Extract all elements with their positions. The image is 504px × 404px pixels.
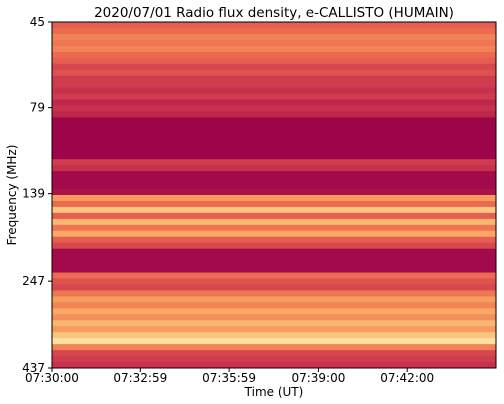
heatmap-row [52,320,496,327]
heatmap-row [52,81,496,89]
heatmap-row [52,171,496,178]
heatmap-row [52,284,496,291]
plot-frame [51,21,497,369]
heatmap-row [52,308,496,315]
heatmap-row [52,105,496,112]
heatmap-row [52,111,496,118]
y-tick-label: 79 [30,101,45,115]
heatmap-row [52,332,496,339]
heatmap-row [52,224,496,232]
heatmap-row [52,45,496,53]
heatmap-row [52,266,496,274]
heatmap-row [52,57,496,65]
heatmap-row [52,248,496,256]
chart-title: 2020/07/01 Radio flux density, e-CALLIST… [94,5,454,21]
heatmap-row [52,350,496,357]
heatmap-row [52,117,496,124]
heatmap-row [52,254,496,262]
heatmap-row [52,212,496,220]
heatmap-row [52,33,496,41]
heatmap-row [52,135,496,142]
heatmap-row [52,242,496,250]
heatmap-row [52,63,496,71]
y-tick-label: 139 [22,187,45,201]
heatmap-row [52,218,496,226]
heatmap-row [52,260,496,268]
heatmap-row [52,27,496,35]
x-axis-label: Time (UT) [244,385,304,399]
y-tick-label: 437 [22,361,45,375]
heatmap-row [52,153,496,160]
heatmap-row [52,290,496,297]
heatmap-row [52,22,496,29]
heatmap-row [52,129,496,136]
heatmap-row [52,236,496,244]
y-tick-label: 45 [30,15,45,29]
heatmap-row [52,75,496,83]
heatmap-row [52,141,496,148]
heatmap-row [52,51,496,59]
heatmap-row [52,314,496,321]
heatmap-row [52,195,496,202]
x-tick-label: 07:39:00 [291,371,345,385]
x-tick-label: 07:42:00 [380,371,434,385]
heatmap-row [52,278,496,285]
y-axis-label: Frequency (MHz) [5,145,19,246]
x-tick-label: 07:32:59 [113,371,167,385]
heatmap-row [52,99,496,107]
x-tick-label: 07:35:59 [202,371,256,385]
heatmap-row [52,93,496,101]
heatmap-row [52,272,496,280]
heatmap-row [52,177,496,184]
y-tick-label: 247 [22,274,45,288]
heatmap-row [52,362,496,369]
heatmap-row [52,326,496,333]
heatmap-row [52,123,496,130]
heatmap-row [52,338,496,345]
heatmap-row [52,230,496,238]
heatmap-row [52,183,496,190]
heatmap-row [52,356,496,363]
heatmap-row [52,200,496,208]
heatmap-row [52,189,496,196]
heatmap-row [52,69,496,77]
x-tick-label: 07:30:00 [25,371,79,385]
heatmap-row [52,165,496,172]
heatmap-row [52,147,496,154]
heatmap-row [52,344,496,351]
heatmap-row [52,206,496,214]
heatmap-row [52,159,496,166]
heatmap-row [52,296,496,303]
heatmap-row [52,87,496,95]
heatmap-row [52,39,496,47]
heatmap-row [52,302,496,309]
